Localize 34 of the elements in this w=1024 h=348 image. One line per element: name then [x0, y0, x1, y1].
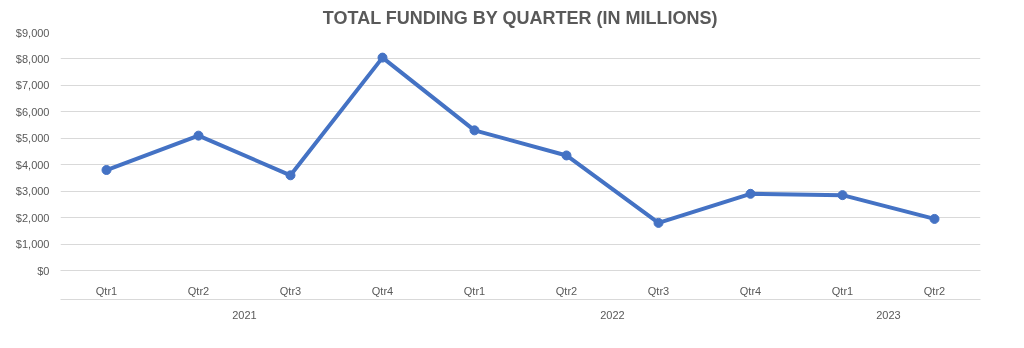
text: 2021 — [232, 308, 257, 321]
x-tick-label: Qtr2 — [187, 284, 210, 297]
point — [285, 170, 296, 181]
x-tick-label: Qtr4 — [371, 284, 394, 297]
x-tick-label: Qtr1 — [463, 284, 486, 297]
x-tick-label: Qtr1 — [95, 284, 118, 297]
y-tick-label: $0 — [37, 264, 50, 277]
y-tick-label: $4,000 — [15, 158, 50, 171]
y-tick-label: $5,000 — [15, 132, 50, 145]
y-tick-label: $1,000 — [15, 238, 50, 251]
y-tick-label: $7,000 — [15, 79, 50, 92]
y-tick-label: $9,000 — [15, 26, 50, 39]
y-tick-label: $3,000 — [15, 185, 50, 198]
x-tick-label: Qtr4 — [739, 284, 762, 297]
text: 2023 — [876, 308, 901, 321]
text: 2022 — [600, 308, 625, 321]
chart-title: TOTAL FUNDING BY QUARTER (IN MILLIONS) — [322, 7, 718, 28]
x-tick-label: Qtr3 — [279, 284, 302, 297]
x-tick-label: Qtr2 — [555, 284, 578, 297]
y-tick-label: $6,000 — [15, 105, 50, 118]
x-tick-label: Qtr3 — [647, 284, 670, 297]
point — [101, 165, 112, 175]
point — [745, 188, 756, 199]
y-tick-label: $2,000 — [15, 211, 50, 224]
point — [377, 52, 388, 63]
point — [193, 130, 204, 141]
point — [561, 150, 572, 161]
y-tick-label: $8,000 — [15, 52, 50, 65]
point — [929, 213, 940, 224]
point — [469, 125, 480, 136]
point — [653, 217, 664, 228]
point — [837, 190, 848, 201]
x-tick-label: Qtr1 — [831, 284, 854, 297]
x-tick-label: Qtr2 — [923, 284, 946, 297]
